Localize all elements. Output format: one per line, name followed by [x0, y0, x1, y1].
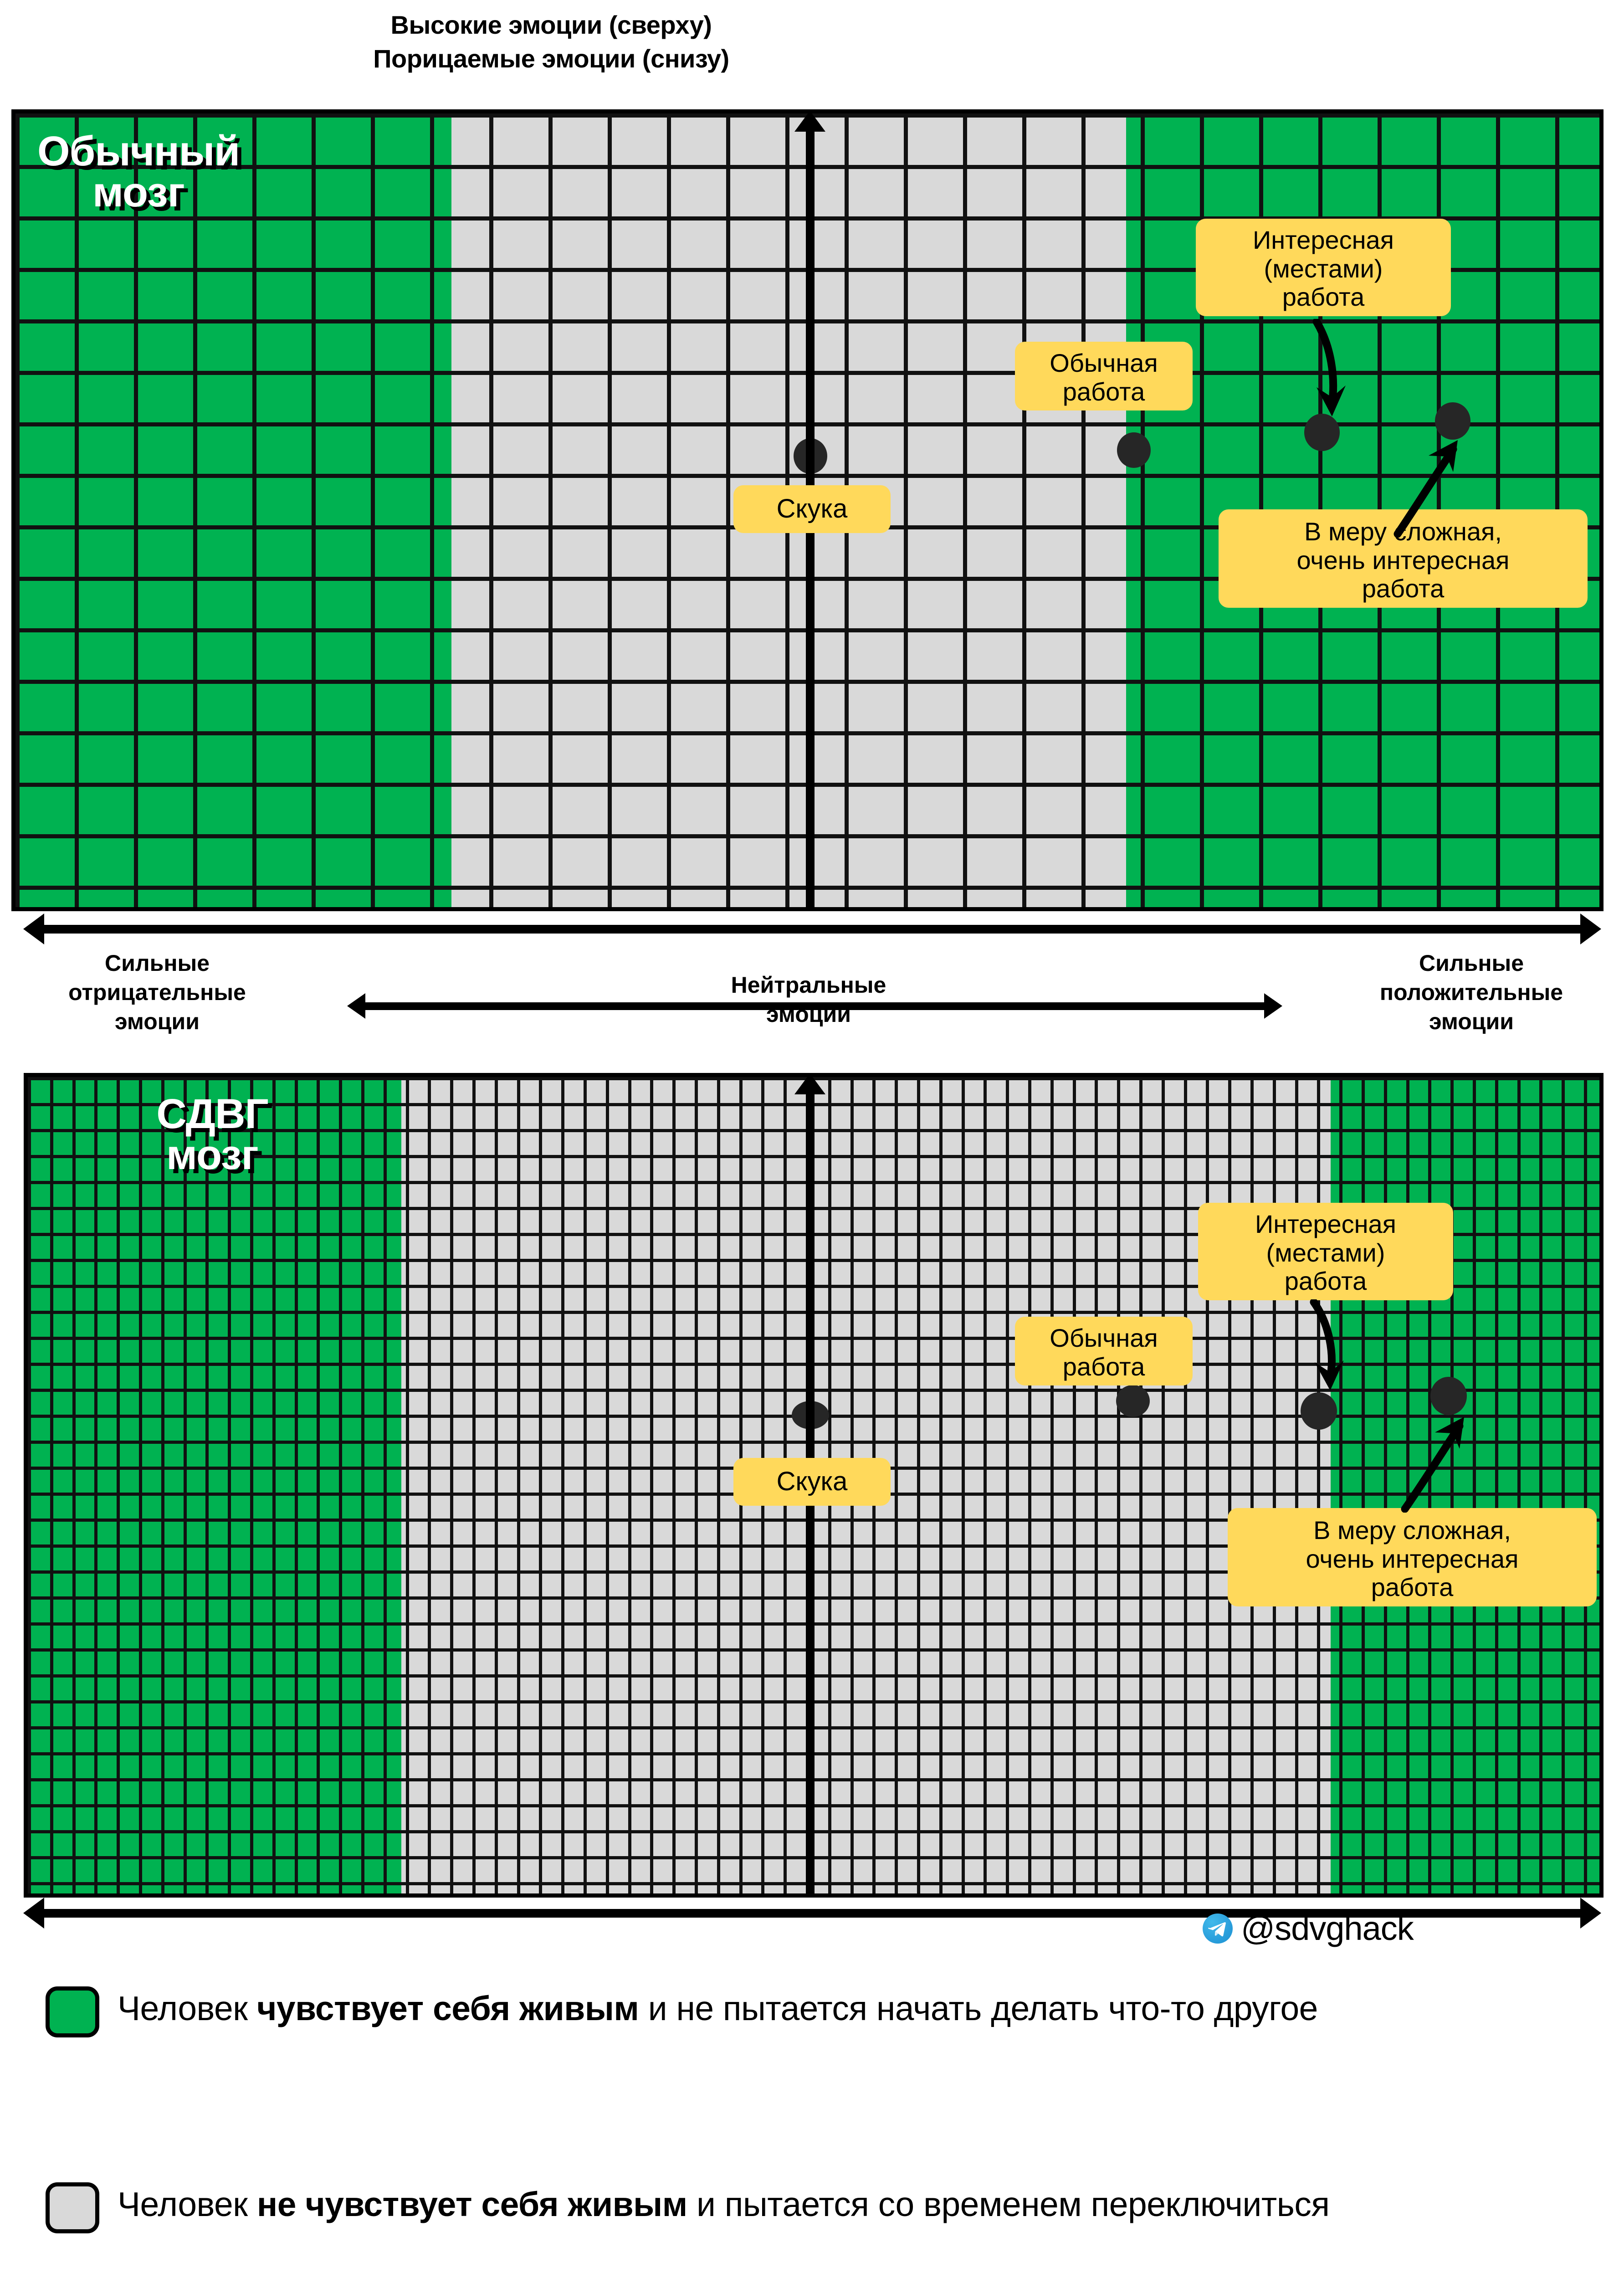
header-line-blamed-emotions: Порицаемые эмоции (снизу) — [373, 44, 729, 73]
legend-alive-bold: чувствует себя живым — [256, 1989, 639, 2027]
credit-telegram[interactable]: @sdvghack — [1203, 1909, 1414, 1948]
callout-arrow-moderate-chart1 — [1393, 440, 1458, 538]
telegram-icon — [1203, 1913, 1233, 1944]
y-axis-arrow-chart2 — [794, 1073, 825, 1094]
x-axis-arrow-left — [23, 913, 44, 944]
callout-boredom-chart2[interactable]: Скука — [733, 1458, 891, 1506]
data-point-interesting-work-chart1[interactable] — [1304, 414, 1340, 451]
header-line-high-emotions: Высокие эмоции (сверху) — [390, 10, 712, 39]
callout-arrow-interesting-chart1 — [1312, 319, 1346, 416]
x-axis-line-bottom — [43, 1909, 1581, 1918]
legend-item-not-alive: Человек не чувствует себя живым и пытает… — [46, 2182, 1594, 2233]
data-point-moderately-hard-work-chart2[interactable] — [1430, 1377, 1467, 1415]
legend-swatch-not-alive — [46, 2182, 99, 2233]
y-axis-arrow-chart1 — [794, 111, 825, 132]
callout-ordinary-work-chart1[interactable]: Обычная работа — [1015, 342, 1193, 411]
legend-label-not-alive: Человек не чувствует себя живым и пытает… — [118, 2182, 1330, 2227]
callout-moderately-hard-work-chart2[interactable]: В меру сложная, очень интересная работа — [1228, 1508, 1597, 1607]
data-point-ordinary-work-chart1[interactable] — [1117, 432, 1151, 468]
callout-interesting-work-chart2[interactable]: Интересная (местами) работа — [1198, 1203, 1453, 1301]
chart-header: Высокие эмоции (сверху) Порицаемые эмоци… — [0, 8, 1102, 76]
legend-alive-pre: Человек — [118, 1989, 257, 2027]
axis-inner-arrow-right — [1264, 993, 1282, 1019]
x-axis-arrow-right — [1580, 913, 1601, 944]
legend-label-alive: Человек чувствует себя живым и не пытает… — [118, 1986, 1318, 2031]
data-point-moderately-hard-work-chart1[interactable] — [1435, 402, 1470, 440]
legend-item-alive: Человек чувствует себя живым и не пытает… — [46, 1986, 1594, 2037]
callout-interesting-work-chart1[interactable]: Интересная (местами) работа — [1196, 219, 1451, 317]
axis-inner-line — [364, 1002, 1264, 1010]
legend-swatch-alive — [46, 1986, 99, 2037]
callout-moderately-hard-work-chart1[interactable]: В меру сложная, очень интересная работа — [1219, 509, 1588, 608]
x-axis-arrow-right-bottom — [1580, 1898, 1601, 1929]
callout-boredom-chart1[interactable]: Скука — [733, 485, 891, 533]
alive-zone-left — [15, 113, 451, 907]
callout-arrow-interesting-chart2 — [1310, 1299, 1344, 1390]
callout-arrow-moderate-chart2 — [1401, 1417, 1464, 1513]
legend-alive-post: и не пытается начать делать что-то друго… — [639, 1989, 1318, 2027]
data-point-ordinary-work-chart2[interactable] — [1116, 1385, 1150, 1417]
x-axis-arrow-left-bottom — [23, 1898, 44, 1929]
legend-notalive-post: и пытается со временем переключиться — [687, 2185, 1330, 2223]
legend-notalive-bold: не чувствует себя живым — [256, 2185, 687, 2223]
axis-label-neutral: Нейтральные эмоции — [731, 972, 886, 1027]
chart-title-adhd-brain: СДВГ мозг — [156, 1091, 268, 1179]
legend-notalive-pre: Человек — [118, 2185, 257, 2223]
axis-label-negative: Сильные отрицательные эмоции — [68, 950, 246, 1034]
x-axis-line — [43, 925, 1581, 934]
data-point-interesting-work-chart2[interactable] — [1301, 1392, 1337, 1430]
chart-title-normal-brain: Обычный мозг — [37, 128, 240, 216]
axis-label-positive: Сильные положительные эмоции — [1379, 950, 1563, 1034]
axis-inner-arrow-left — [347, 993, 365, 1019]
telegram-handle[interactable]: @sdvghack — [1241, 1909, 1414, 1947]
callout-ordinary-work-chart2[interactable]: Обычная работа — [1015, 1317, 1193, 1386]
